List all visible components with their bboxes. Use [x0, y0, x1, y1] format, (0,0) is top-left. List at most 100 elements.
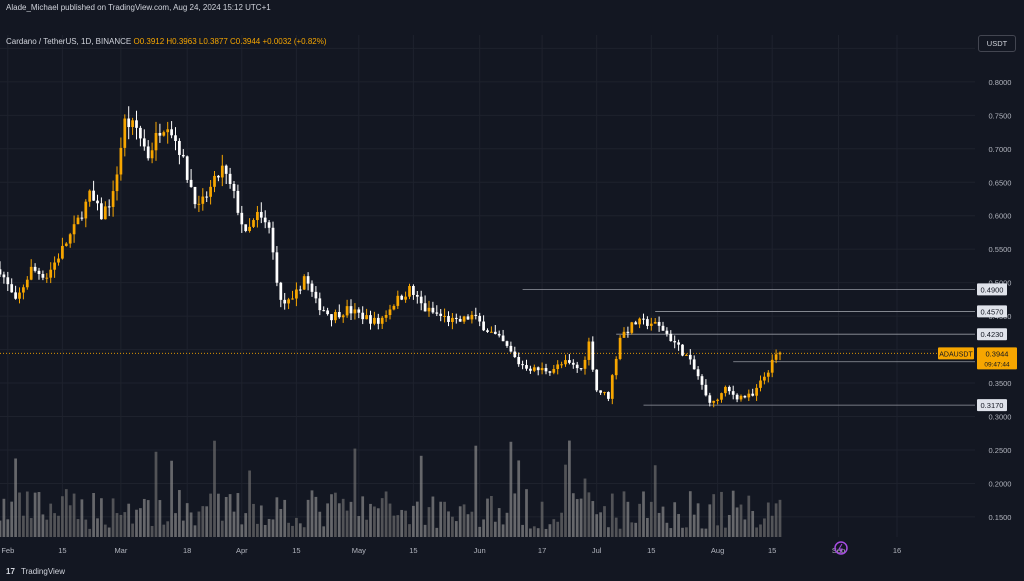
candle-body [724, 386, 727, 394]
candle-body [568, 360, 571, 363]
volume-bar [392, 515, 396, 537]
time-tick-label: 15 [647, 546, 655, 555]
candle-body [638, 318, 641, 325]
volume-bar [193, 525, 197, 537]
candle-body [462, 316, 466, 322]
candle-body [217, 175, 220, 178]
volume-bar [404, 510, 407, 537]
candle-body [766, 372, 770, 377]
volume-bar [415, 501, 419, 537]
volume-bar [181, 520, 185, 537]
candle-body [240, 212, 244, 225]
candle-body [318, 298, 322, 311]
candle-body [423, 303, 427, 312]
candle-body [248, 226, 251, 231]
candle-body [587, 341, 591, 360]
volume-bar [548, 524, 552, 537]
volume-bar [626, 501, 630, 537]
candle-body [493, 331, 497, 334]
currency-button[interactable]: USDT [978, 35, 1016, 52]
volume-bar [743, 519, 747, 537]
candle-body [127, 118, 131, 128]
volume-bar [22, 515, 25, 537]
candle-body [727, 386, 731, 392]
brand-label: TradingView [20, 567, 66, 576]
volume-bar [185, 503, 189, 537]
candle-body [100, 203, 103, 220]
volume-bar [96, 518, 99, 537]
volume-bar [575, 499, 579, 537]
volume-bar [564, 464, 567, 537]
volume-bar [720, 491, 723, 537]
candle-body [306, 276, 310, 284]
candle-body [552, 369, 556, 373]
candle-body [337, 312, 341, 318]
volume-bar [84, 519, 88, 537]
candle-body [213, 175, 216, 187]
volume-bar [642, 491, 645, 537]
volume-bar [669, 528, 673, 537]
price-chart[interactable]: 0.85000.80000.75000.70000.65000.60000.55… [0, 15, 1024, 563]
volume-bar [774, 503, 778, 537]
candle-body [400, 295, 404, 300]
volume-bar [2, 498, 6, 537]
candle-body [622, 331, 626, 338]
volume-bar [41, 514, 45, 537]
time-tick-label: Sep [832, 546, 845, 555]
candle-body [295, 289, 298, 299]
candle-body [474, 314, 478, 316]
volume-bar [369, 503, 372, 537]
volume-bar [135, 509, 138, 537]
price-tick-label: 0.5000 [989, 279, 1012, 288]
volume-bar [458, 506, 462, 537]
candle-body [146, 146, 150, 159]
candle-body [53, 262, 56, 270]
volume-bar [517, 460, 521, 537]
candle-body [279, 282, 283, 300]
volume-bar [427, 507, 431, 537]
candle-body [298, 289, 302, 291]
level-tag [977, 399, 1007, 412]
volume-bar [630, 522, 634, 537]
volume-bar [49, 503, 53, 537]
volume-bar [259, 505, 263, 537]
candle-body [443, 315, 446, 317]
candle-body [49, 269, 53, 278]
candle-body [497, 333, 501, 336]
candles [0, 106, 782, 408]
candle-body [103, 206, 107, 220]
volume-bar [731, 490, 735, 537]
volume-bar [759, 524, 762, 537]
bolt-icon [838, 543, 843, 554]
volume-bar [209, 493, 212, 537]
candle-body [404, 296, 407, 300]
volume-bar [244, 513, 248, 537]
volume-bar [552, 519, 556, 537]
volume-bar [493, 521, 497, 537]
price-tick-label: 0.7500 [989, 111, 1012, 120]
volume-bar [76, 519, 80, 537]
volume-bar [618, 528, 622, 537]
volume-bar [107, 527, 111, 537]
candle-body [571, 362, 575, 365]
volume-bar [384, 491, 388, 537]
volume-bar [263, 524, 267, 537]
volume-bar [256, 523, 259, 537]
volume-bar [178, 490, 181, 537]
candle-body [595, 369, 599, 391]
chart-area[interactable]: 0.85000.80000.75000.70000.65000.60000.55… [0, 15, 1024, 581]
volume-bar [692, 514, 696, 537]
candle-body [564, 360, 567, 365]
publish-info: Alade_Michael published on TradingView.c… [0, 0, 1024, 15]
candle-body [712, 400, 716, 403]
volume-bar [486, 498, 489, 537]
candle-body [256, 211, 259, 221]
volume-bar [201, 506, 205, 537]
symbol-legend[interactable]: Cardano / TetherUS, 1D, BINANCE O0.3912 … [6, 37, 327, 46]
volume-bar [490, 495, 493, 537]
candle-body [626, 331, 630, 333]
volume-bar [119, 514, 123, 537]
candle-body [380, 317, 384, 324]
volume-bar [688, 491, 692, 537]
volume-bar [766, 502, 770, 537]
